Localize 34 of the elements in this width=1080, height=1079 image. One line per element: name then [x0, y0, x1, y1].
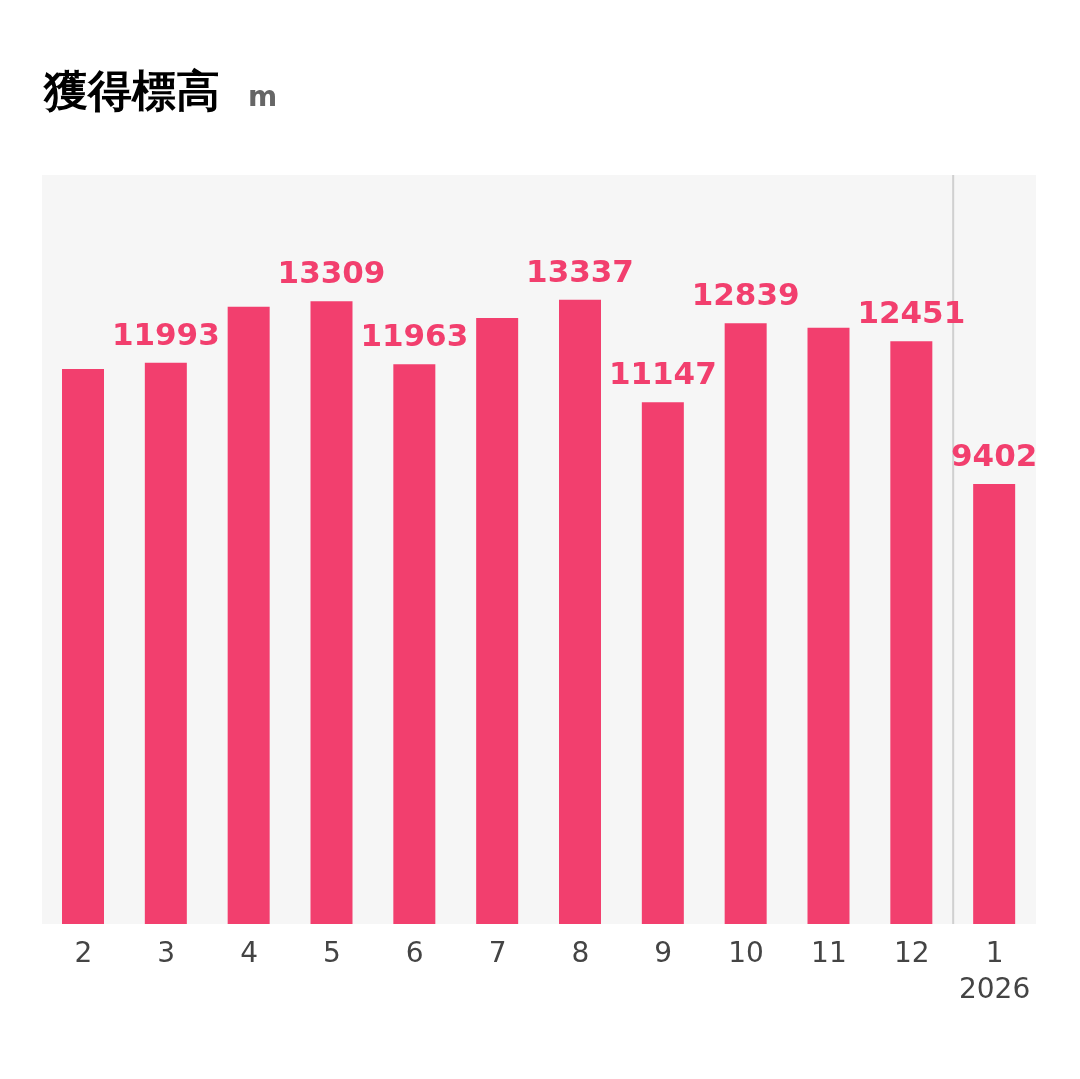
text: m	[248, 80, 278, 113]
bar	[641, 402, 684, 924]
data-label: 11147	[608, 355, 717, 392]
data-label: 13337	[526, 252, 634, 289]
bar	[807, 327, 850, 924]
data-label: 12451	[857, 294, 966, 331]
x-tick-label: 11	[811, 936, 847, 969]
bar	[393, 364, 436, 924]
x-tick-label: 10	[728, 936, 764, 969]
data-label: 11963	[360, 317, 469, 354]
bar	[890, 341, 933, 924]
x-tick-label: 9	[654, 936, 673, 969]
bar	[62, 368, 104, 924]
x-tick-label: 6	[405, 936, 424, 969]
data-label: 11993	[111, 315, 220, 352]
x-tick-label: 7	[488, 936, 507, 969]
x-tick-label: 8	[571, 936, 590, 969]
x-tick-label: 12	[893, 936, 930, 969]
bar	[144, 362, 187, 924]
bar	[724, 323, 767, 924]
data-label: 9402	[951, 436, 1038, 473]
x-tick-label: 2	[74, 936, 93, 969]
bar	[227, 306, 270, 924]
bar	[559, 299, 601, 924]
chart-title: 獲得標高	[44, 64, 220, 118]
x-tick-label: 3	[157, 936, 176, 969]
bar	[973, 483, 1016, 924]
data-label: 12839	[691, 276, 800, 313]
x-tick-label: 4	[240, 936, 258, 969]
data-label: 13309	[277, 254, 386, 291]
bar	[310, 301, 353, 924]
x-tick-label: 5	[323, 936, 341, 969]
bar	[476, 317, 519, 924]
x-tick-label: 1 2026	[958, 936, 1031, 1005]
